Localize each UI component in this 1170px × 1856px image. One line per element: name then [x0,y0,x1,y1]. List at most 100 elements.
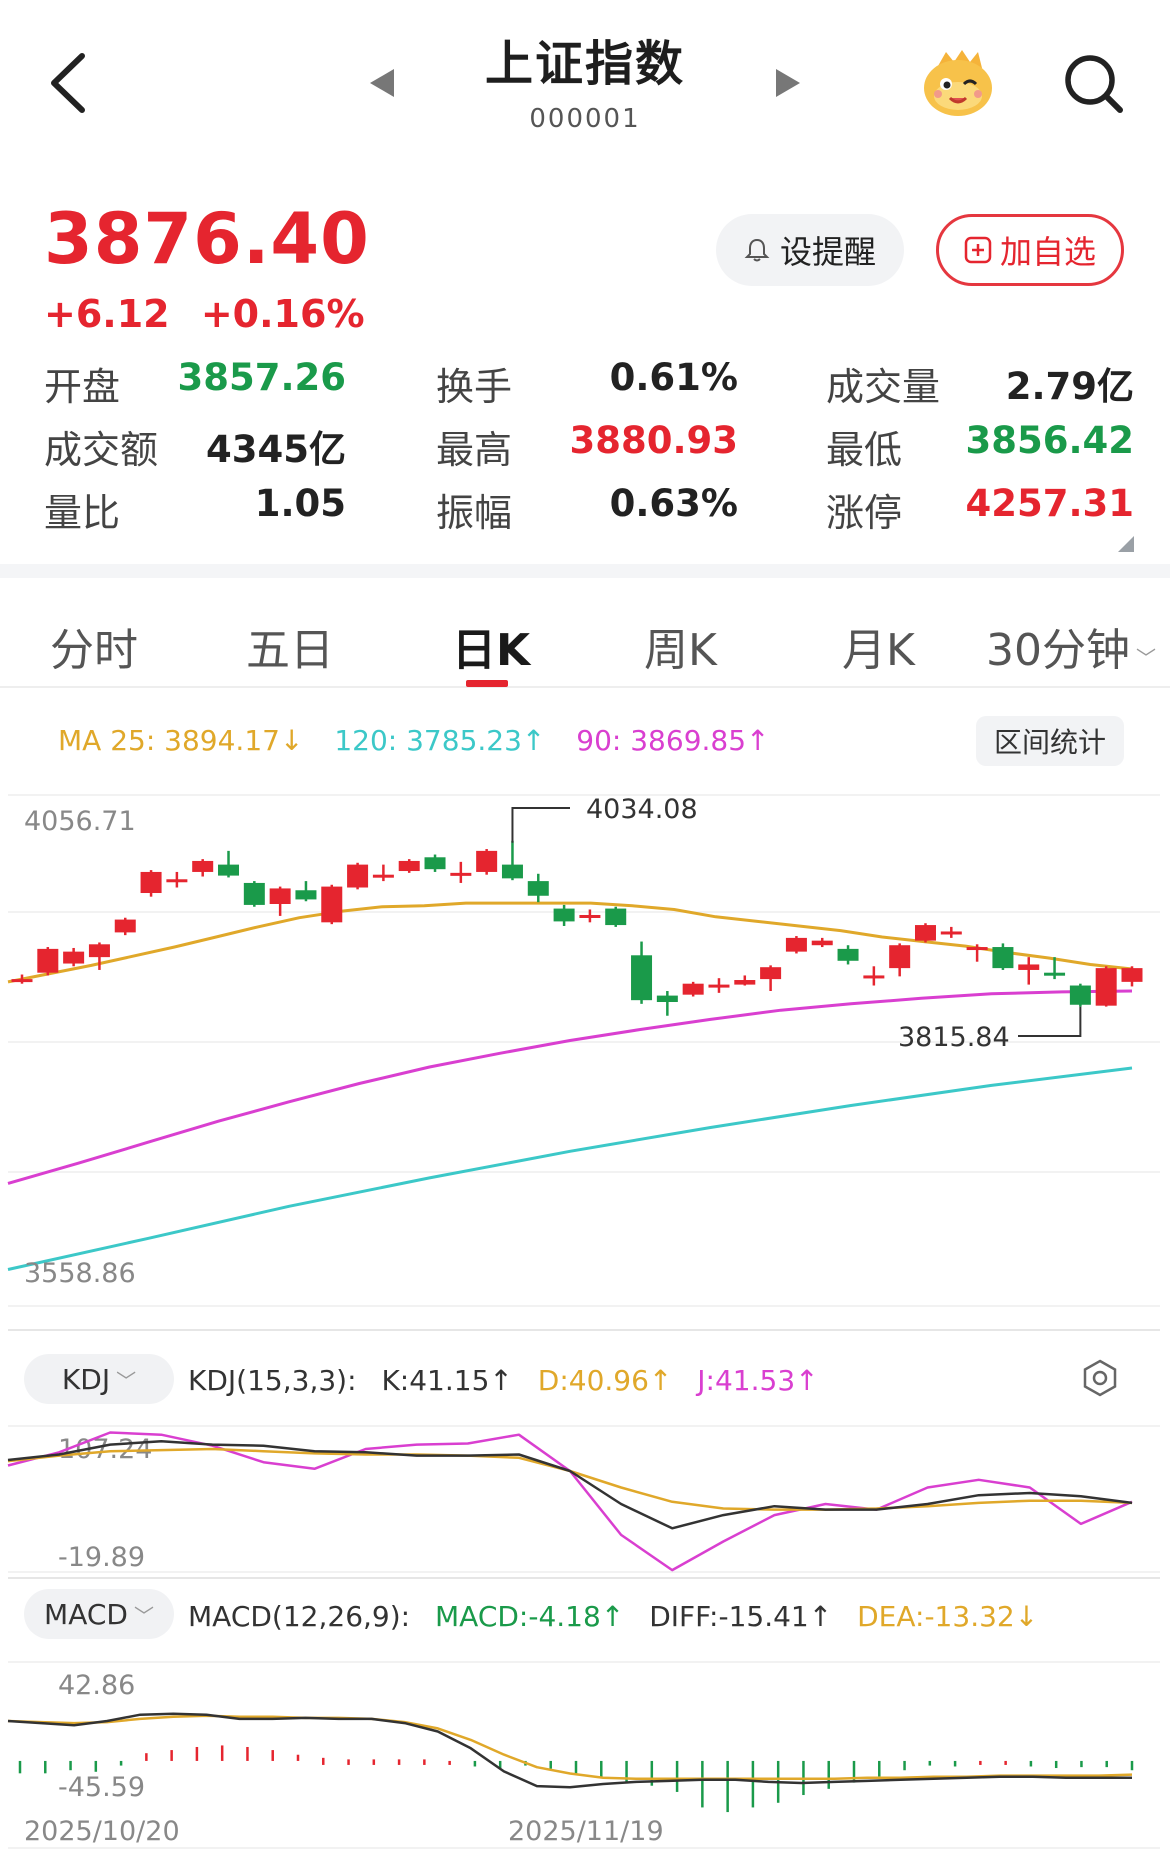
candle-body [992,947,1014,969]
candle-body [1095,968,1117,1006]
min-price-label: 3815.84 [898,1022,1010,1053]
candle-body [218,864,240,876]
candle-body [347,864,369,888]
max-price-label: 4034.08 [586,794,698,825]
search-icon [1065,55,1123,113]
stat-label: 涨停 [826,491,903,535]
kdj-params: KDJ(15,3,3): [188,1364,357,1397]
candle-body [1018,964,1040,970]
stat-value: 2.79亿 [1005,365,1134,408]
candle-body [192,860,214,872]
chevron-down-icon: ﹀ [1136,646,1156,670]
candle-body [527,881,549,896]
chevron-down-icon: ﹀ [116,1368,137,1393]
kdj-d: D:40.96↑ [537,1364,673,1397]
ma-legend: MA 25: 3894.17↓ 120: 3785.23↑ 90: 3869.8… [58,724,792,757]
mascot-button[interactable] [918,48,998,118]
set-alert-label: 设提醒 [779,233,876,271]
candle-body [631,955,653,1001]
search-button[interactable] [1060,50,1126,116]
candle-body [166,879,188,883]
kdj-min-label: -19.89 [58,1542,145,1573]
chevron-down-icon: ﹀ [133,1603,154,1628]
indicator-settings-button[interactable] [1080,1358,1120,1398]
macd-selector[interactable]: MACD ﹀ [24,1589,174,1639]
chart-period-tabs: 分时 五日 日K 周K 月K 30分钟 ﹀ [0,586,1170,688]
stat-value: 3856.42 [965,419,1134,462]
stats-row: 开盘 3857.26 换手 0.61% 成交量 2.79亿 [44,356,1134,419]
macd-legend: MACD(12,26,9): MACD:-4.18↑ DIFF:-15.41↑ … [188,1600,1054,1633]
min-marker-line [1018,1006,1082,1037]
next-stock-button[interactable] [774,68,802,98]
candle-body [372,874,394,878]
change-amount: +6.12 [44,292,170,336]
macd-dea-line [7,1714,1133,1781]
back-button[interactable] [40,48,100,118]
stats-grid: 开盘 3857.26 换手 0.61% 成交量 2.79亿 成交额 4345亿 最高 3880.9… [44,356,1134,545]
max-marker-line [511,807,570,843]
macd-diff: DIFF:-15.41↑ [649,1600,833,1633]
previous-stock-button[interactable] [368,68,396,98]
macd-max-label: 42.86 [58,1670,135,1701]
price-change: +6.12 +0.16% [44,292,365,336]
ma25-value: MA 25: 3894.17↓ [58,724,304,757]
candle-body [605,908,627,926]
candle-body [734,980,756,985]
stats-row: 成交额 4345亿 最高 3880.93 最低 3856.42 [44,419,1134,482]
ma90-line [7,989,1133,1185]
ma90-value: 90: 3869.85↑ [576,724,770,757]
stat-value: 0.61% [609,356,738,399]
kdj-j: J:41.53↑ [697,1364,819,1397]
stat-label: 最高 [436,428,513,472]
candle-body [243,882,265,905]
candle-body [37,948,59,973]
candle-body [811,940,833,946]
candle-body [553,908,575,922]
kdj-selector[interactable]: KDJ ﹀ [24,1354,174,1404]
candle-body [966,947,988,951]
bell-icon [744,238,770,262]
expand-corner-icon[interactable] [1118,536,1134,552]
triangle-right-icon [776,69,800,97]
range-stats-button[interactable]: 区间统计 [976,716,1124,766]
kdj-k: K:41.15↑ [381,1364,513,1397]
kdj-max-label: 107.24 [58,1434,152,1465]
candle-body [889,945,911,969]
candle-body [140,871,162,894]
tab-monthly-k[interactable]: 月K [842,625,915,676]
candle-body [579,914,601,918]
tab-weekly-k[interactable]: 周K [644,625,717,676]
stat-label: 开盘 [44,365,121,409]
candle-body [708,984,730,988]
kdj-j-line [7,1431,1133,1572]
kdj-k-line [7,1440,1133,1530]
candle-body [656,995,678,1003]
plus-square-icon [964,236,992,264]
candle-body [1044,972,1066,976]
kdj-selector-label: KDJ [61,1362,111,1396]
tab-intraday[interactable]: 分时 [50,625,138,676]
stat-label: 成交额 [44,428,159,472]
stat-value: 4257.31 [965,482,1134,525]
candle-body [863,975,885,979]
tab-30min-label: 30分钟 [986,625,1130,676]
add-watchlist-button[interactable]: 加自选 [936,214,1124,286]
ma120-line [7,1066,1133,1271]
triangle-left-icon [370,69,394,97]
stats-row: 量比 1.05 振幅 0.63% 涨停 4257.31 [44,482,1134,545]
set-alert-button[interactable]: 设提醒 [716,214,904,286]
candle-body [63,951,85,964]
candle-body [760,967,782,980]
ma120-value: 120: 3785.23↑ [334,724,546,757]
hexagon-settings-icon [1083,1359,1117,1397]
header: 上证指数 000001 [0,0,1170,150]
stat-value: 3880.93 [569,419,738,462]
tab-30min[interactable]: 30分钟 ﹀ [986,614,1156,678]
tab-five-day[interactable]: 五日 [246,625,334,676]
tab-daily-k[interactable]: 日K [452,625,531,676]
ma25-line [7,901,1133,984]
macd-value: MACD:-4.18↑ [435,1600,625,1633]
macd-selector-label: MACD [44,1597,128,1631]
candle-body [114,919,136,933]
